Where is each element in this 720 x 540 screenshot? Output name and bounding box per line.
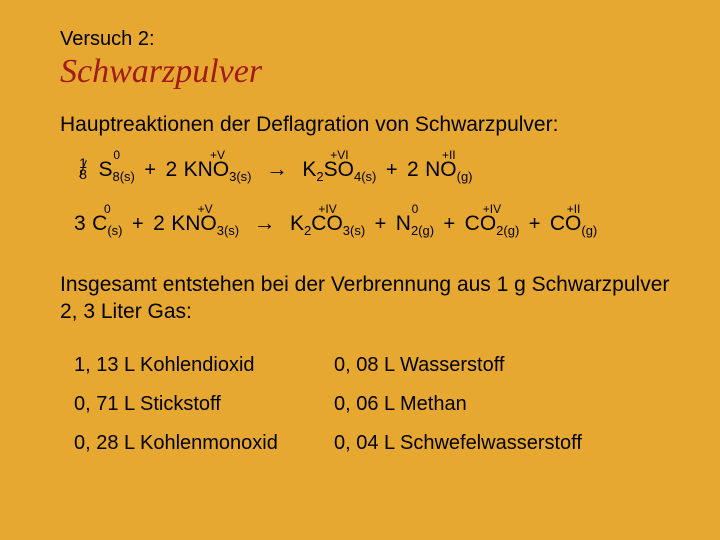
eq-term: 0 S8(s): [98, 156, 134, 191]
plus-icon: +: [524, 210, 546, 238]
table-row: 0, 28 L Kohlenmonoxid 0, 04 L Schwefelwa…: [74, 424, 592, 463]
table-cell: 0, 28 L Kohlenmonoxid: [74, 424, 334, 463]
slide: Versuch 2: Schwarzpulver Hauptreaktionen…: [0, 0, 720, 540]
plus-icon: +: [139, 156, 161, 184]
plus-icon: +: [439, 210, 461, 238]
equation-1: 1 8 0 S8(s) + 2 +V KNO3(s) → +VI K2SO4(s…: [74, 155, 670, 191]
eq-term: +VI K2SO4(s): [302, 156, 376, 191]
coef-frac: 1 8: [74, 156, 92, 181]
supertitle: Versuch 2:: [60, 28, 670, 51]
arrow-icon: →: [244, 209, 286, 237]
title: Schwarzpulver: [60, 53, 670, 91]
eq-term: +IV CO2(g): [465, 210, 520, 245]
plus-icon: +: [381, 156, 403, 184]
table-cell: 0, 06 L Methan: [334, 385, 592, 424]
equations-block: 1 8 0 S8(s) + 2 +V KNO3(s) → +VI K2SO4(s…: [74, 155, 670, 245]
arrow-icon: →: [256, 155, 298, 183]
eq-term: +II CO(g): [550, 210, 597, 245]
table-row: 0, 71 L Stickstoff 0, 06 L Methan: [74, 385, 592, 424]
equation-2: 3 0 C(s) + 2 +V KNO3(s) → +IV K2CO3(s) +…: [74, 209, 670, 245]
eq-term: +V KNO3(s): [184, 156, 252, 191]
summary-text: Insgesamt entstehen bei der Verbrennung …: [60, 271, 670, 326]
plus-icon: +: [370, 210, 392, 238]
eq-term: +IV K2CO3(s): [290, 210, 365, 245]
coef: 2: [165, 156, 179, 184]
plus-icon: +: [127, 210, 149, 238]
gas-table: 1, 13 L Kohlendioxid 0, 08 L Wasserstoff…: [74, 346, 592, 463]
table-cell: 0, 08 L Wasserstoff: [334, 346, 592, 385]
table-cell: 0, 71 L Stickstoff: [74, 385, 334, 424]
eq-term: +V KNO3(s): [171, 210, 239, 245]
eq-term: +II NO(g): [425, 156, 472, 191]
coef: 2: [153, 210, 167, 238]
table-cell: 1, 13 L Kohlendioxid: [74, 346, 334, 385]
coef: 2: [407, 156, 421, 184]
subhead: Hauptreaktionen der Deflagration von Sch…: [60, 113, 670, 137]
coef: 3: [74, 210, 88, 238]
eq-term: 0 C(s): [92, 210, 122, 245]
table-cell: 0, 04 L Schwefelwasserstoff: [334, 424, 592, 463]
eq-term: 0 N2(g): [396, 210, 434, 245]
table-row: 1, 13 L Kohlendioxid 0, 08 L Wasserstoff: [74, 346, 592, 385]
